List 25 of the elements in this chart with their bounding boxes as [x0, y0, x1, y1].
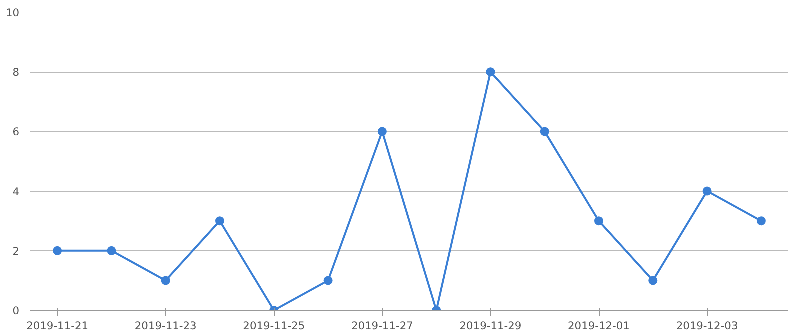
y-tick-label: 10 — [6, 6, 20, 20]
point — [702, 186, 712, 196]
y-tick-label: 0 — [12, 304, 20, 318]
point — [486, 68, 496, 77]
x-tick-label: 2019-12-03 — [676, 320, 738, 332]
x-tick-label: 2019-11-21 — [26, 320, 89, 332]
y-tick-label: 6 — [12, 126, 20, 139]
x-tick-label: 2019-11-23 — [134, 320, 197, 332]
point — [648, 276, 658, 286]
point — [540, 127, 550, 136]
point — [378, 127, 387, 136]
x-tick-label: 2019-11-25 — [243, 320, 306, 332]
x-tick-label: 2019-11-27 — [351, 320, 414, 332]
y-tick-label: 2 — [12, 244, 20, 258]
point — [324, 276, 333, 286]
point — [53, 246, 62, 256]
y-tick-label: 8 — [12, 66, 20, 80]
point — [216, 216, 224, 226]
point — [594, 216, 604, 226]
x-tick-label: 2019-12-01 — [568, 320, 630, 332]
point — [756, 216, 766, 226]
y-tick-label: 4 — [12, 185, 20, 198]
point — [161, 276, 170, 286]
x-tick-label: 2019-11-29 — [460, 320, 522, 332]
point — [107, 246, 116, 256]
